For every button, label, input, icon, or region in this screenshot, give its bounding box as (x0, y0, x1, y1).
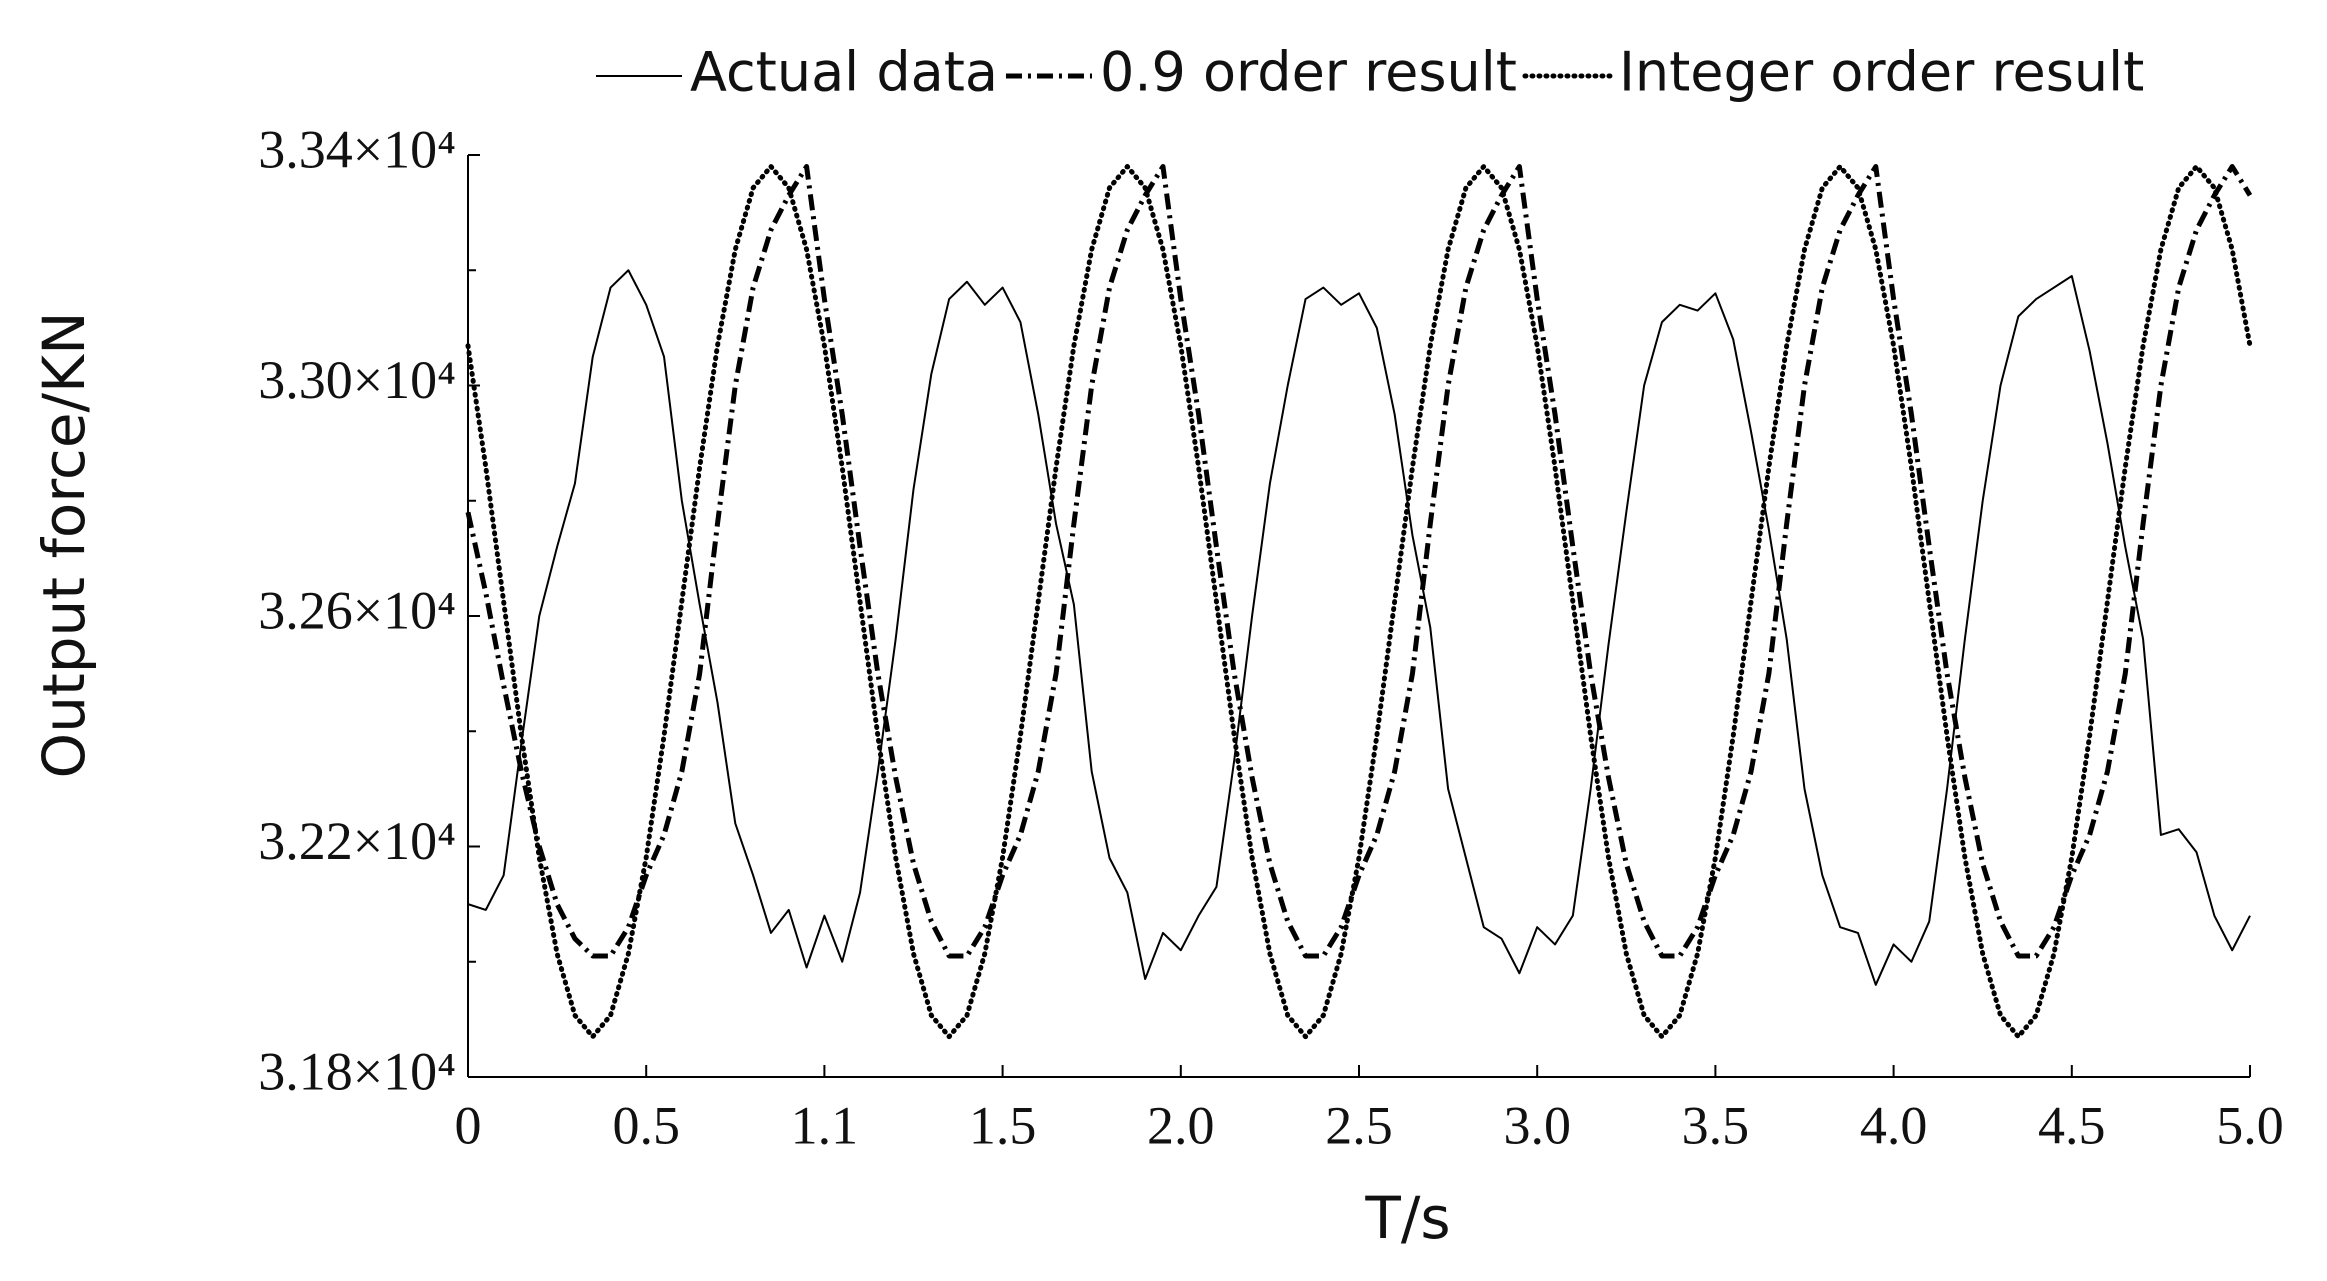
x-tick-label: 1.5 (969, 1095, 1037, 1155)
y-tick-label: 3.30×10⁴ (258, 350, 456, 410)
x-tick-label: 0.5 (612, 1095, 680, 1155)
x-tick-label: 3.0 (1503, 1095, 1571, 1155)
series-line (465, 164, 2253, 1040)
y-tick-label: 3.22×10⁴ (258, 811, 456, 871)
legend-label: Integer order result (1619, 41, 2144, 104)
y-axis-label: Output force/KN (30, 312, 98, 779)
y-tick-label: 3.18×10⁴ (258, 1041, 456, 1101)
y-tick-label: 3.34×10⁴ (258, 119, 456, 179)
x-tick-label: 4.5 (2038, 1095, 2106, 1155)
series-line (467, 269, 2251, 986)
x-tick-label: 3.5 (1682, 1095, 1750, 1155)
series-line (465, 164, 2253, 959)
x-axis-label: T/s (1364, 1184, 1450, 1252)
x-tick-label: 1.1 (791, 1095, 859, 1155)
legend-label: 0.9 order result (1100, 41, 1517, 104)
x-tick-label: 2.5 (1325, 1095, 1393, 1155)
legend-label: Actual data (690, 41, 998, 104)
x-tick-label: 5.0 (2216, 1095, 2284, 1155)
x-tick-label: 0 (455, 1095, 482, 1155)
x-tick-label: 4.0 (1860, 1095, 1928, 1155)
x-tick-label: 2.0 (1147, 1095, 1215, 1155)
y-tick-label: 3.26×10⁴ (258, 580, 456, 640)
